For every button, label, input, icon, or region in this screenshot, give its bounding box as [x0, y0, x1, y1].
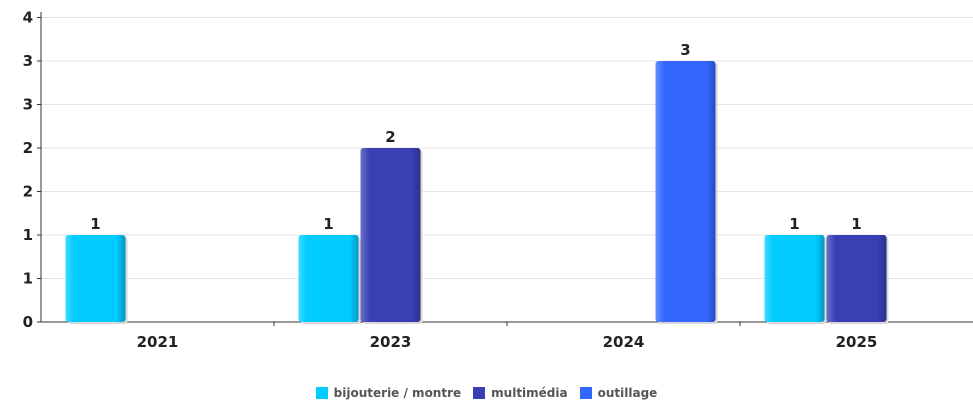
legend-item: outillage	[579, 386, 658, 400]
x-tick-label: 2021	[137, 333, 179, 351]
legend: bijouterie / montre multimédia outillage	[0, 386, 973, 400]
bar	[360, 148, 423, 324]
y-tick-label: 3	[23, 96, 33, 114]
legend-label: outillage	[597, 386, 658, 400]
bar	[764, 235, 827, 324]
y-tick-label: 2	[23, 139, 33, 157]
axes: 0 1 1 2 2 3 3 4 2021 2023 2024 2025	[23, 9, 973, 351]
data-label: 1	[851, 215, 861, 233]
legend-swatch	[473, 387, 486, 399]
y-tick-label: 0	[23, 313, 33, 331]
bar-chart: 0 1 1 2 2 3 3 4 2021 2023 2024 2025 1 1 2 3 1 1	[23, 9, 973, 351]
legend-label: multimédia	[491, 386, 568, 400]
data-label: 2	[385, 128, 395, 146]
data-labels: 1 1 2 3 1 1	[90, 41, 861, 233]
x-tick-label: 2023	[370, 333, 412, 351]
y-tick-label: 2	[23, 183, 33, 201]
y-tick-label: 3	[23, 52, 33, 70]
x-tick-label: 2024	[603, 333, 645, 351]
bar	[655, 61, 718, 324]
legend-swatch	[579, 387, 592, 399]
x-tick-label: 2025	[836, 333, 878, 351]
data-label: 3	[680, 41, 690, 59]
legend-swatch	[315, 387, 328, 399]
bar	[298, 235, 361, 324]
legend-label: bijouterie / montre	[333, 386, 462, 400]
legend-item: bijouterie / montre	[315, 386, 462, 400]
y-tick-label: 1	[23, 270, 33, 288]
gridlines	[41, 17, 973, 279]
data-label: 1	[789, 215, 799, 233]
data-label: 1	[90, 215, 100, 233]
data-label: 1	[323, 215, 333, 233]
bar	[65, 235, 128, 324]
y-tick-label: 4	[23, 9, 33, 27]
legend-item: multimédia	[473, 386, 568, 400]
bar	[826, 235, 889, 324]
bars	[65, 61, 889, 324]
y-tick-label: 1	[23, 226, 33, 244]
